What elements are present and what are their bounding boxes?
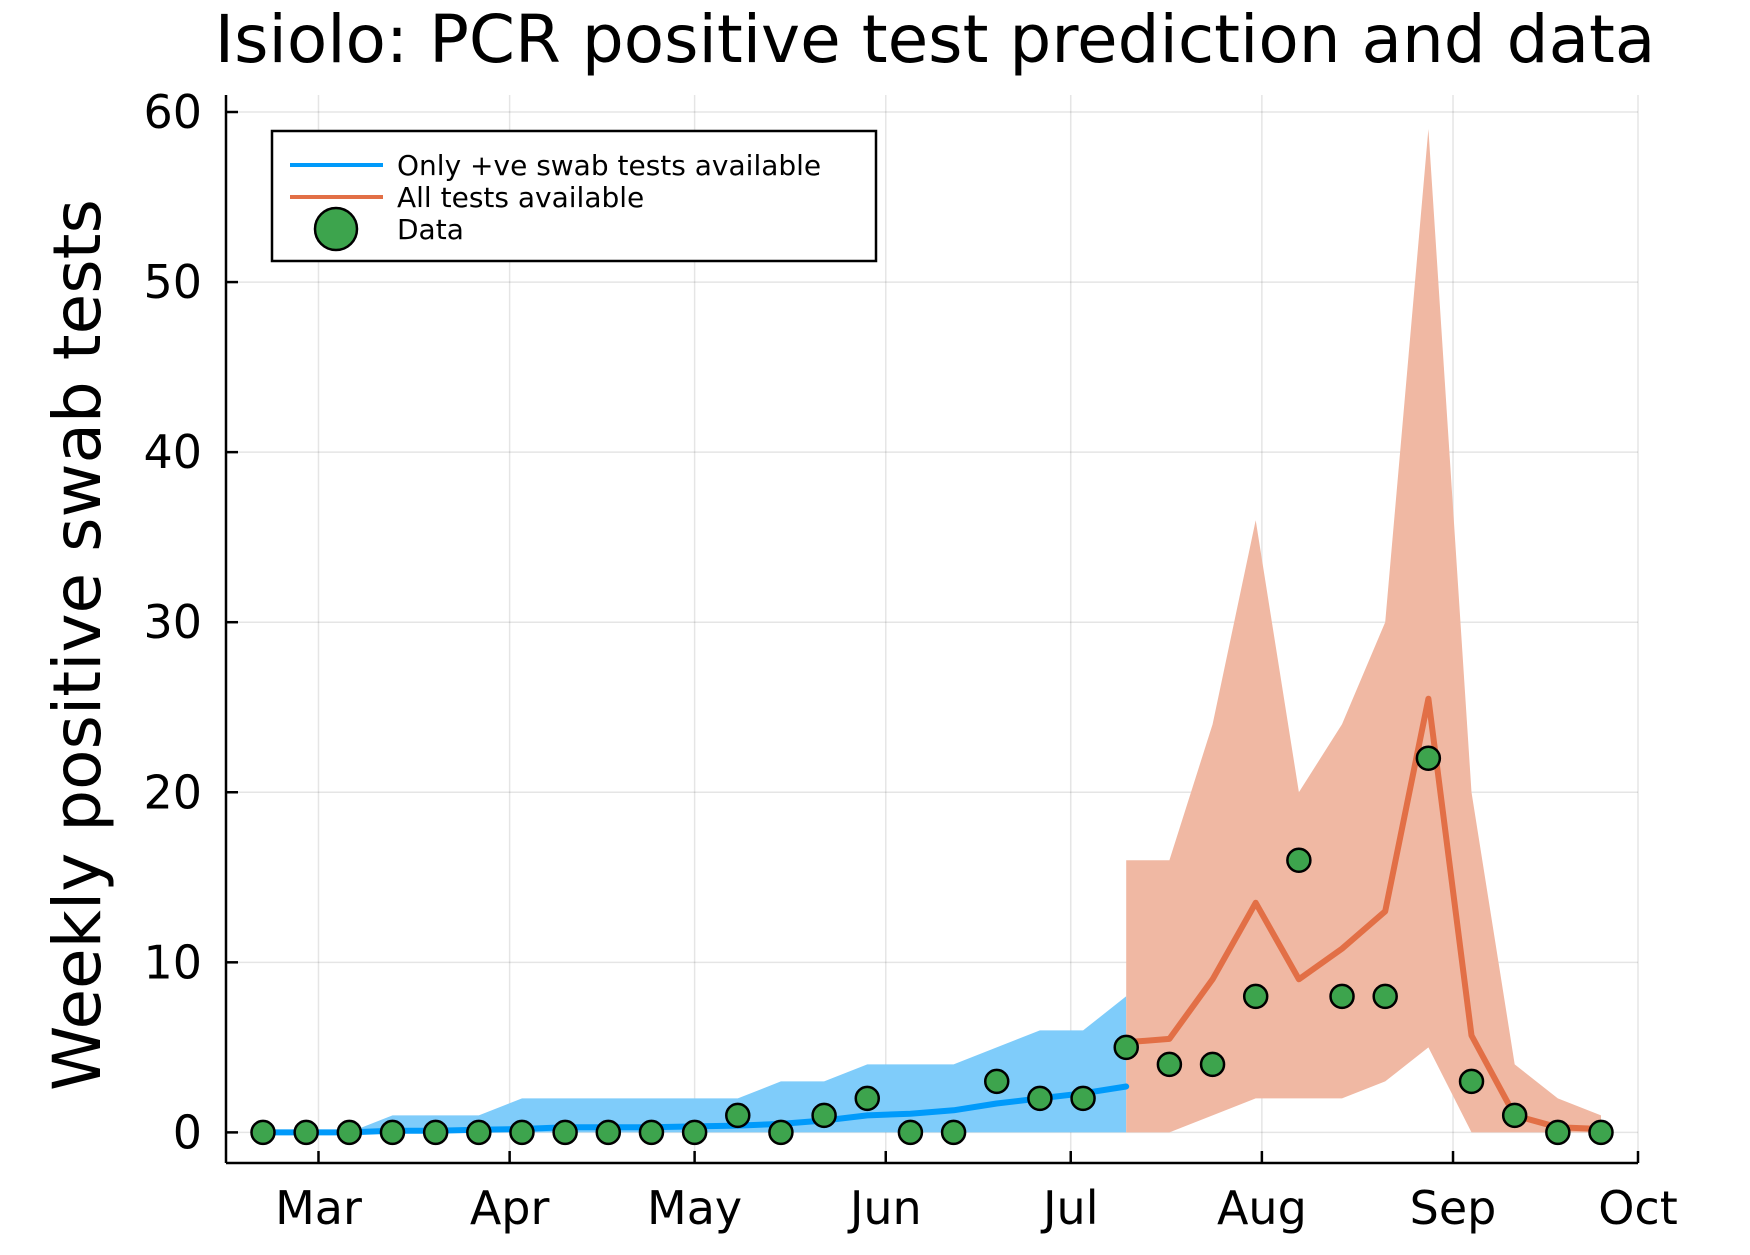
data-point (1372, 983, 1398, 1010)
data-point (811, 1102, 837, 1129)
y-axis-label: Weekly positive swab tests (39, 199, 116, 1091)
x-tick-label: Oct (1598, 1181, 1678, 1235)
data-point (725, 1102, 751, 1129)
data-point (336, 1119, 363, 1146)
data-point (1199, 1051, 1226, 1078)
tick-labels: 0 10 20 30 40 50 60 Mar Apr May Jun Jul Aug Sep Oct (143, 85, 1677, 1235)
data-point (1415, 745, 1442, 771)
data-points (250, 745, 1614, 1146)
confidence-band (263, 996, 1127, 1133)
data-point (1156, 1051, 1183, 1078)
y-tick-label: 10 (143, 935, 202, 989)
data-point (983, 1068, 1010, 1095)
data-point (1070, 1085, 1096, 1112)
x-tick-label: Jul (1040, 1181, 1099, 1235)
data-point (940, 1119, 967, 1146)
data-point (1027, 1085, 1053, 1112)
data-point (595, 1119, 622, 1146)
data-point (1501, 1102, 1528, 1129)
data-point (1286, 847, 1312, 874)
x-tick-label: Jun (847, 1181, 922, 1235)
data-point (1458, 1068, 1485, 1095)
y-tick-label: 20 (143, 765, 202, 819)
data-point (1545, 1119, 1571, 1146)
data-point (768, 1119, 794, 1146)
x-tick-label: May (647, 1181, 742, 1235)
data-point (552, 1119, 578, 1146)
data-point (250, 1119, 276, 1146)
y-tick-label: 30 (143, 595, 202, 649)
axes (224, 95, 1640, 1165)
data-point (1329, 983, 1355, 1010)
data-point (379, 1119, 406, 1146)
x-tick-label: Aug (1217, 1181, 1307, 1235)
confidence-band (1126, 129, 1601, 1133)
x-tick-label: Sep (1410, 1181, 1497, 1235)
legend-label: Data (397, 213, 464, 246)
data-point (422, 1119, 449, 1146)
legend-label: Only +ve swab tests available (397, 149, 821, 182)
y-tick-label: 50 (143, 255, 202, 309)
chart-title: Isiolo: PCR positive test prediction and… (215, 1, 1656, 78)
data-point (466, 1119, 492, 1146)
data-point (854, 1085, 881, 1112)
confidence-bands (263, 129, 1601, 1133)
data-point (1242, 983, 1269, 1010)
legend-label: All tests available (397, 181, 644, 214)
data-point (293, 1119, 319, 1146)
data-point (681, 1119, 708, 1146)
legend-swatch-marker (313, 206, 359, 252)
y-tick-label: 0 (173, 1105, 202, 1159)
data-point (638, 1119, 665, 1146)
data-point (1113, 1034, 1139, 1061)
y-tick-label: 40 (143, 425, 202, 479)
x-tick-label: Mar (275, 1181, 362, 1235)
y-tick-label: 60 (143, 85, 202, 139)
x-tick-label: Apr (470, 1181, 550, 1235)
data-point (1588, 1119, 1614, 1146)
data-point (509, 1119, 535, 1146)
data-point (897, 1119, 924, 1146)
